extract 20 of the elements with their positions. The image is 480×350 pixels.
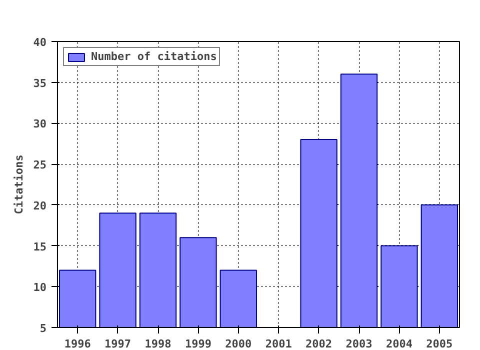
y-axis-title: Citations (12, 154, 26, 214)
y-tick-label: 5 (40, 322, 46, 335)
y-tick-label: 20 (33, 199, 47, 212)
x-tick-label: 2004 (386, 338, 413, 350)
x-tick-label: 1998 (144, 338, 172, 350)
x-tick-label: 2005 (426, 338, 453, 350)
x-tick-label: 2002 (306, 338, 332, 350)
x-tick-label: 2000 (225, 338, 252, 350)
y-tick-label: 10 (33, 281, 47, 294)
x-tick-label: 1999 (184, 338, 212, 350)
x-tick-label: 1997 (104, 338, 132, 350)
x-tick-label: 2003 (346, 338, 372, 350)
legend-label: Number of citations (91, 50, 217, 63)
x-tick-label: 2001 (265, 338, 292, 350)
y-tick-label: 15 (33, 240, 47, 254)
y-tick-label: 35 (33, 76, 47, 90)
y-tick-label: 30 (33, 118, 47, 131)
y-tick-label: 25 (33, 158, 47, 172)
x-tick-label: 1996 (64, 338, 92, 350)
y-tick-label: 40 (33, 36, 47, 49)
